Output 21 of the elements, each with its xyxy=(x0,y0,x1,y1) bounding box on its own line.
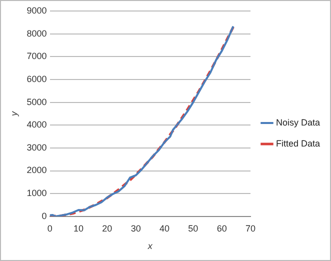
y-axis-title: y xyxy=(8,110,19,117)
x-tick-label: 70 xyxy=(245,223,256,234)
y-tick-label: 6000 xyxy=(26,74,47,84)
y-tick-label: 1000 xyxy=(26,188,47,198)
x-tick-label: 30 xyxy=(130,223,141,234)
x-axis-title: x xyxy=(146,241,153,252)
x-tick-label: 40 xyxy=(159,223,170,234)
y-tick-label: 3000 xyxy=(26,142,47,152)
x-tick-label: 60 xyxy=(216,223,227,234)
y-tick-label: 0 xyxy=(42,210,47,221)
y-tick-label: 2000 xyxy=(26,165,47,176)
y-tick-label: 9000 xyxy=(26,5,47,16)
y-tick-label: 8000 xyxy=(26,28,47,38)
x-tick-label: 10 xyxy=(73,223,84,234)
y-tick-label: 7000 xyxy=(26,51,47,62)
x-tick-label: 50 xyxy=(188,223,198,234)
y-tick-label: 5000 xyxy=(26,96,47,107)
legend-label: Noisy Data xyxy=(276,117,320,128)
legend-label: Fitted Data xyxy=(276,138,320,148)
y-tick-label: 4000 xyxy=(26,120,47,130)
x-tick-label: 20 xyxy=(102,223,112,234)
